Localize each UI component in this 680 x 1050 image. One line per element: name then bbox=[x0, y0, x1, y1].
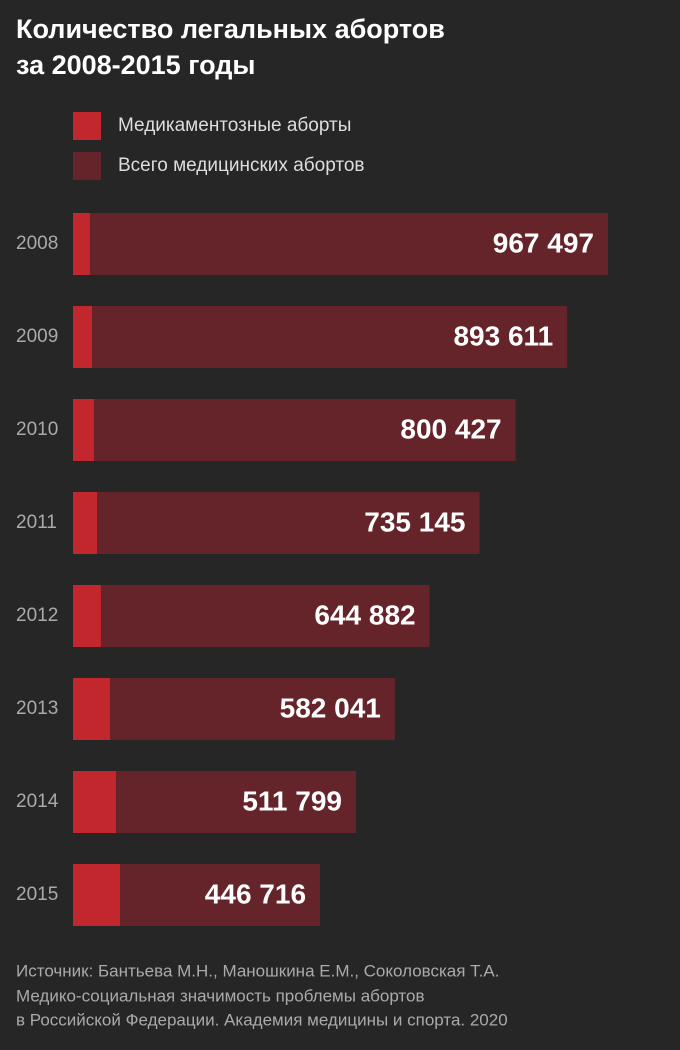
bar bbox=[73, 864, 121, 926]
value-label: 893 611 bbox=[453, 320, 553, 351]
source: Медико-социальная значимость проблемы аб… bbox=[16, 986, 425, 1005]
value-label: 446 716 bbox=[205, 878, 306, 909]
value-label: 582 041 bbox=[280, 692, 381, 723]
bar bbox=[73, 585, 101, 647]
bar bbox=[73, 399, 95, 461]
legend-swatch bbox=[73, 152, 101, 180]
y-tick-label: 2010 bbox=[16, 419, 58, 440]
value-label: 800 427 bbox=[400, 413, 501, 444]
value-label: 735 145 bbox=[364, 506, 465, 537]
legend-label: Всего медицинских абортов bbox=[118, 155, 365, 176]
bar bbox=[73, 399, 516, 461]
chart-title: за 2008-2015 годы bbox=[16, 50, 255, 80]
bar bbox=[73, 492, 480, 554]
y-tick-label: 2009 bbox=[16, 326, 58, 347]
bar bbox=[73, 678, 395, 740]
bar bbox=[73, 213, 608, 275]
y-tick-label: 2012 bbox=[16, 605, 58, 626]
bar bbox=[73, 771, 116, 833]
value-label: 967 497 bbox=[493, 227, 594, 258]
bar bbox=[73, 678, 110, 740]
y-tick-label: 2014 bbox=[16, 791, 59, 812]
bar bbox=[73, 213, 90, 275]
bar bbox=[73, 306, 93, 368]
y-tick-label: 2008 bbox=[16, 233, 58, 254]
chart-title: Количество легальных абортов bbox=[16, 14, 445, 44]
legend-label: Медикаментозные аборты bbox=[118, 115, 351, 136]
bar bbox=[73, 492, 97, 554]
value-label: 644 882 bbox=[314, 599, 415, 630]
value-label: 511 799 bbox=[242, 785, 342, 816]
bar bbox=[73, 306, 568, 368]
legend-swatch bbox=[73, 112, 101, 140]
bar bbox=[73, 771, 357, 833]
source: в Российской Федерации. Академия медицин… bbox=[16, 1010, 508, 1029]
y-tick-label: 2011 bbox=[16, 512, 57, 533]
bar bbox=[73, 585, 430, 647]
y-tick-label: 2015 bbox=[16, 884, 58, 905]
source: Источник: Бантьева М.Н., Маношкина Е.М.,… bbox=[16, 961, 499, 980]
y-tick-label: 2013 bbox=[16, 698, 58, 719]
